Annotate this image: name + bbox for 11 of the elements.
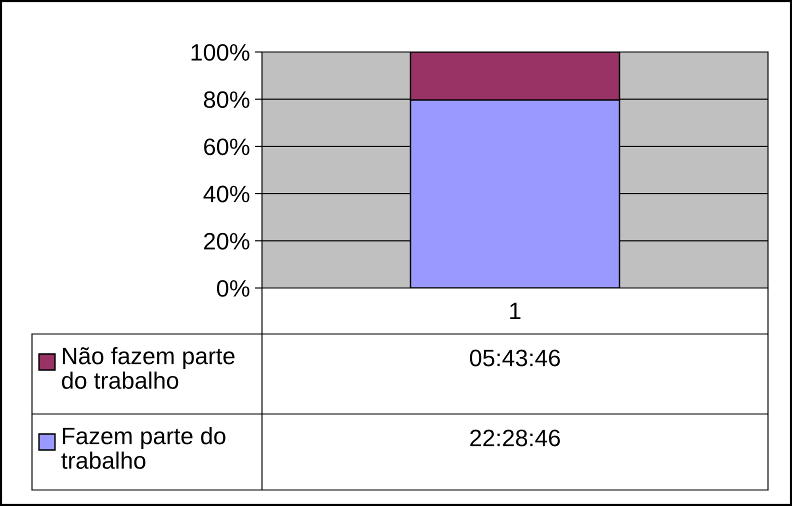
y-tick-label: 100% <box>192 44 250 61</box>
y-tick-label: 40% <box>203 186 250 202</box>
legend-label: Não fazem parte do trabalho <box>62 347 234 389</box>
legend-label: Fazem parte do trabalho <box>61 427 226 469</box>
y-tick-label: 80% <box>204 91 250 108</box>
y-tick-label: 20% <box>204 232 250 250</box>
y-tick-label: 60% <box>204 138 250 156</box>
text: 22:28:46 <box>470 430 560 446</box>
x-tick-label: 1 <box>510 302 520 319</box>
text: 05:43:46 <box>470 350 560 366</box>
y-tick-label: 0% <box>216 280 250 297</box>
